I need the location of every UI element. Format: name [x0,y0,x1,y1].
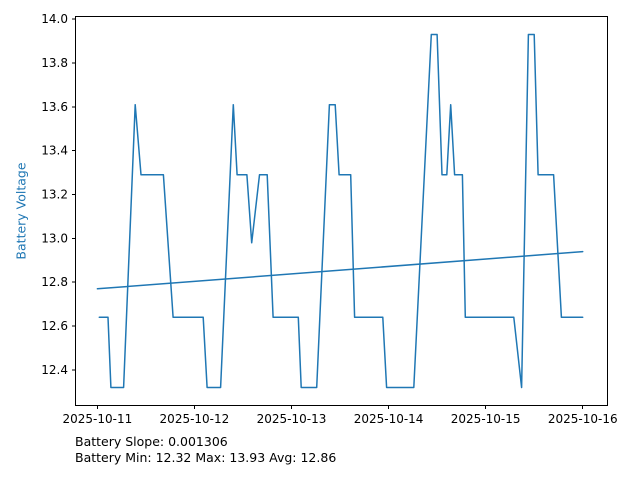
x-tick-label: 2025-10-15 [451,412,521,426]
y-tick-label: 13.0 [41,231,68,245]
y-tick-label: 12.4 [41,363,68,377]
x-tick-label: 2025-10-12 [160,412,230,426]
y-tick-label: 14.0 [41,12,68,26]
stats-minmaxavg-text: Battery Min: 12.32 Max: 13.93 Avg: 12.86 [75,450,337,465]
y-tick-label: 12.6 [41,319,68,333]
y-tick-label: 13.4 [41,144,68,158]
voltage-line [98,33,584,389]
x-tick-label: 2025-10-11 [62,412,132,426]
x-tick-label: 2025-10-16 [548,412,618,426]
y-axis-label: Battery Voltage [13,162,29,260]
stats-slope-text: Battery Slope: 0.001306 [75,434,228,449]
x-tick-label: 2025-10-13 [257,412,327,426]
y-tick-label: 12.8 [41,275,68,289]
y-tick-label: 13.6 [41,100,68,114]
trend-line [96,250,584,290]
y-tick-label: 13.2 [41,188,68,202]
plot-border [75,16,608,406]
x-tick-label: 2025-10-14 [354,412,424,426]
y-tick-label: 13.8 [41,56,68,70]
